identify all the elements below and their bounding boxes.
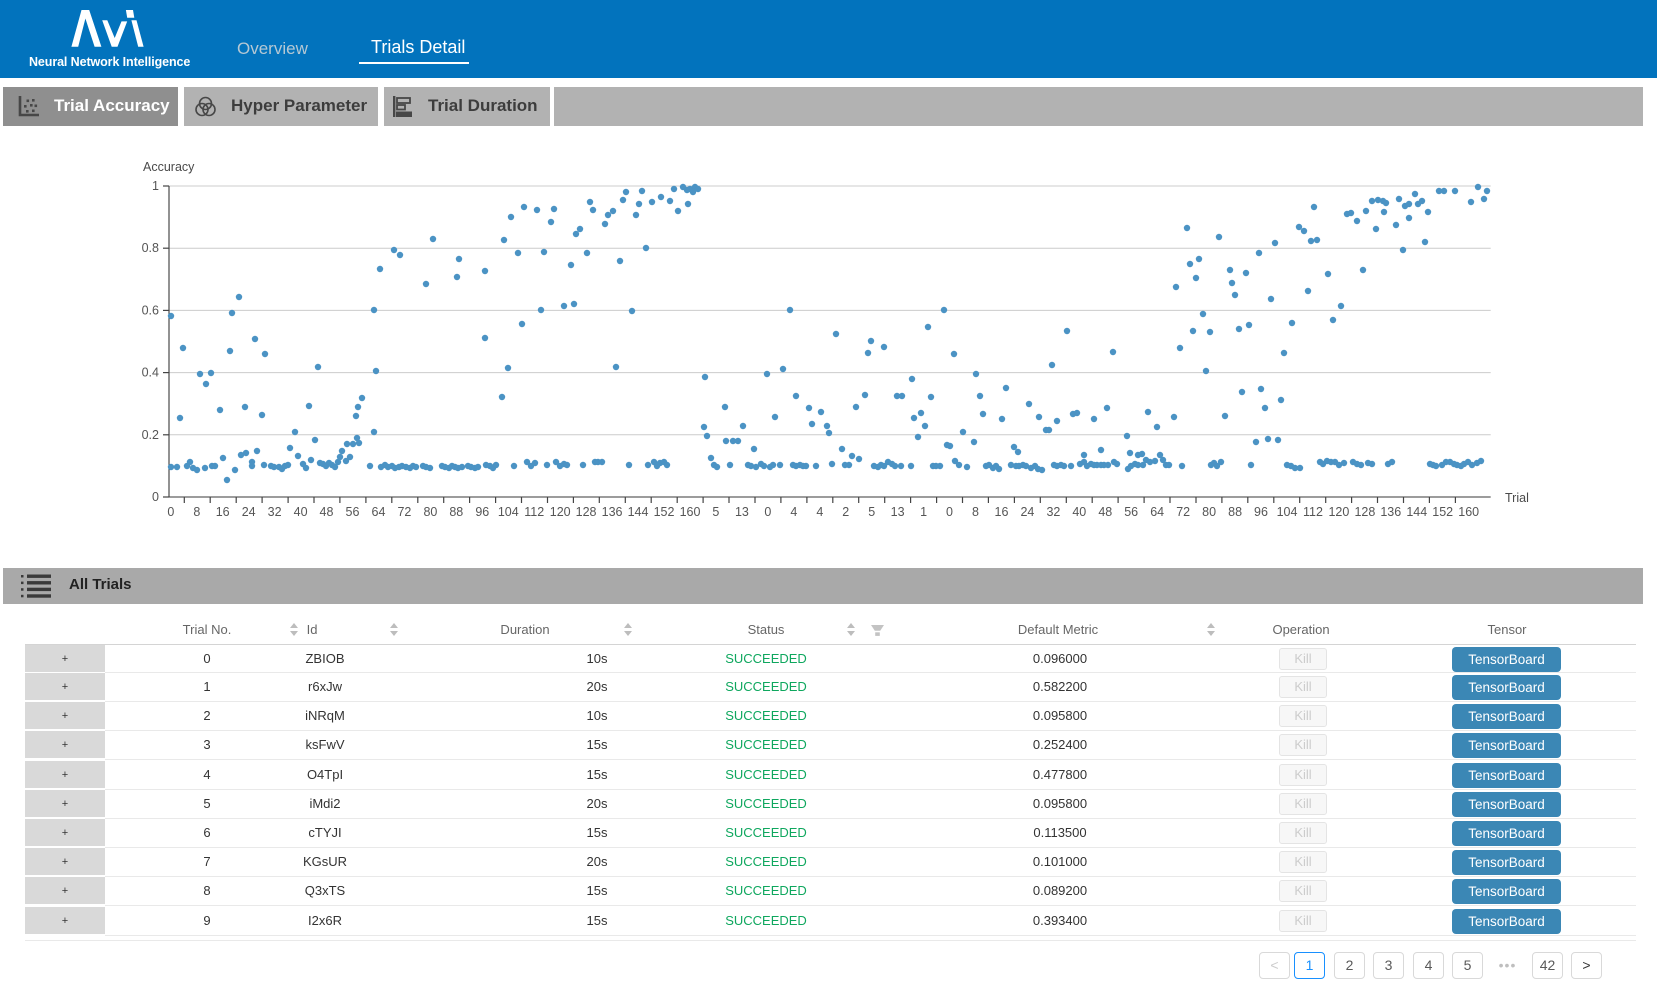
svg-text:144: 144 xyxy=(628,505,649,519)
svg-text:0.8: 0.8 xyxy=(142,241,159,255)
svg-text:152: 152 xyxy=(1432,505,1453,519)
svg-text:88: 88 xyxy=(449,505,463,519)
svg-text:0: 0 xyxy=(764,505,771,519)
svg-text:56: 56 xyxy=(346,505,360,519)
svg-text:64: 64 xyxy=(1150,505,1164,519)
svg-text:136: 136 xyxy=(1380,505,1401,519)
svg-text:128: 128 xyxy=(576,505,597,519)
svg-text:4: 4 xyxy=(790,505,797,519)
svg-text:0: 0 xyxy=(946,505,953,519)
svg-text:32: 32 xyxy=(268,505,282,519)
svg-text:104: 104 xyxy=(1277,505,1298,519)
svg-text:160: 160 xyxy=(1458,505,1479,519)
svg-text:8: 8 xyxy=(193,505,200,519)
svg-text:104: 104 xyxy=(498,505,519,519)
svg-text:48: 48 xyxy=(320,505,334,519)
svg-text:5: 5 xyxy=(712,505,719,519)
svg-text:13: 13 xyxy=(891,505,905,519)
svg-text:160: 160 xyxy=(680,505,701,519)
svg-text:48: 48 xyxy=(1098,505,1112,519)
svg-text:1: 1 xyxy=(152,179,159,193)
svg-text:4: 4 xyxy=(816,505,823,519)
svg-text:80: 80 xyxy=(423,505,437,519)
svg-text:120: 120 xyxy=(550,505,571,519)
svg-text:136: 136 xyxy=(602,505,623,519)
svg-text:72: 72 xyxy=(1176,505,1190,519)
svg-text:16: 16 xyxy=(995,505,1009,519)
svg-text:8: 8 xyxy=(972,505,979,519)
svg-text:0: 0 xyxy=(152,490,159,504)
svg-text:88: 88 xyxy=(1228,505,1242,519)
svg-text:96: 96 xyxy=(1254,505,1268,519)
svg-text:24: 24 xyxy=(1020,505,1034,519)
svg-text:1: 1 xyxy=(920,505,927,519)
svg-text:120: 120 xyxy=(1328,505,1349,519)
svg-text:0: 0 xyxy=(167,505,174,519)
svg-text:32: 32 xyxy=(1046,505,1060,519)
svg-text:0.4: 0.4 xyxy=(142,366,159,380)
svg-text:24: 24 xyxy=(242,505,256,519)
svg-text:80: 80 xyxy=(1202,505,1216,519)
svg-text:Accuracy: Accuracy xyxy=(143,160,195,174)
svg-text:40: 40 xyxy=(294,505,308,519)
svg-text:0.6: 0.6 xyxy=(142,303,159,317)
svg-text:13: 13 xyxy=(735,505,749,519)
svg-text:64: 64 xyxy=(372,505,386,519)
svg-text:2: 2 xyxy=(842,505,849,519)
svg-text:112: 112 xyxy=(524,505,544,519)
svg-text:152: 152 xyxy=(654,505,675,519)
svg-text:56: 56 xyxy=(1124,505,1138,519)
svg-text:Trial: Trial xyxy=(1505,491,1529,505)
svg-text:0.2: 0.2 xyxy=(142,428,159,442)
svg-text:112: 112 xyxy=(1303,505,1323,519)
svg-text:40: 40 xyxy=(1072,505,1086,519)
svg-text:72: 72 xyxy=(397,505,411,519)
svg-text:144: 144 xyxy=(1406,505,1427,519)
svg-text:128: 128 xyxy=(1354,505,1375,519)
svg-text:16: 16 xyxy=(216,505,230,519)
svg-text:5: 5 xyxy=(868,505,875,519)
svg-text:96: 96 xyxy=(475,505,489,519)
